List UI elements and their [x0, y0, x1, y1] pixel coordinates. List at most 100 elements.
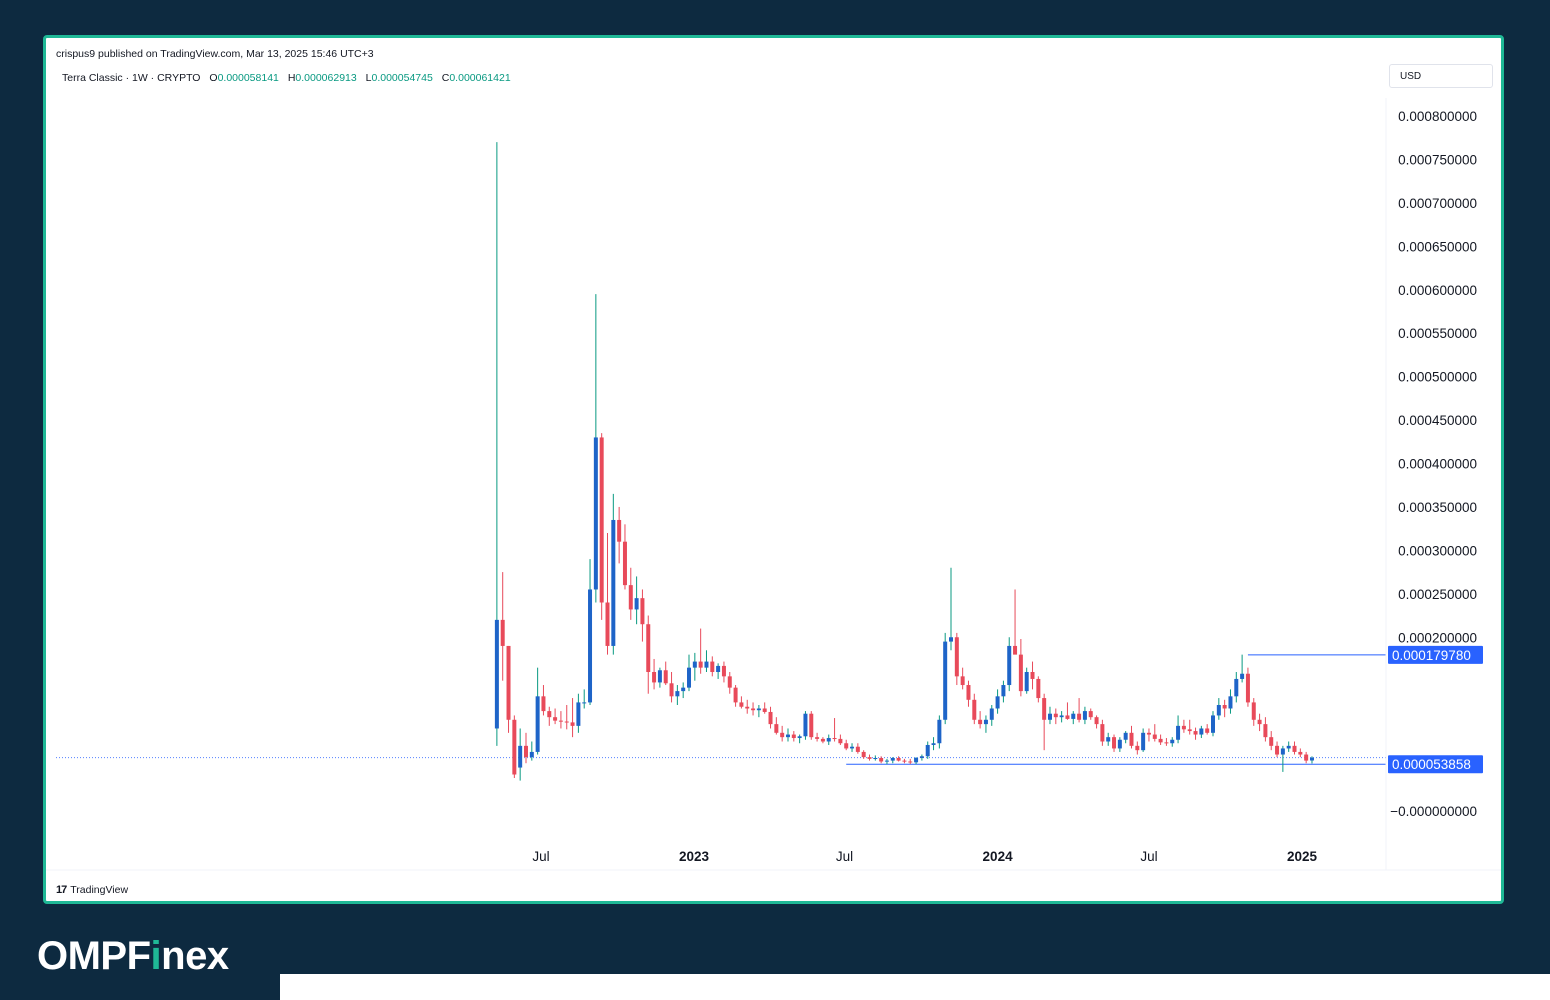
- candle-body: [1077, 713, 1082, 720]
- candle: [1251, 698, 1256, 726]
- candle: [704, 650, 709, 672]
- candle: [1187, 719, 1192, 735]
- candle: [634, 576, 639, 625]
- candle: [1292, 741, 1297, 755]
- candle-body: [1269, 737, 1274, 746]
- candle-body: [780, 732, 785, 738]
- candle-body: [983, 719, 988, 725]
- candle: [1170, 737, 1175, 747]
- candle: [919, 754, 924, 761]
- candle-body: [1193, 731, 1198, 735]
- candle: [1298, 748, 1303, 758]
- candle-body: [1047, 713, 1052, 720]
- candlestick-chart[interactable]: 0.000800000 0.000750000 0.000700000 0.00065…: [46, 38, 1501, 901]
- candle-body: [943, 641, 948, 720]
- candle: [774, 717, 779, 735]
- x-tick-label: Jul: [532, 849, 549, 864]
- candle: [698, 628, 703, 674]
- candle: [867, 754, 872, 761]
- candle-body: [582, 702, 587, 704]
- candle-body: [634, 598, 639, 610]
- candle-body: [512, 719, 517, 775]
- candle: [576, 693, 581, 733]
- candle-body: [1129, 732, 1134, 746]
- y-tick-label: 0.000200000: [1398, 630, 1477, 645]
- candle-body: [826, 738, 831, 742]
- low-value: 0.000054745: [371, 72, 433, 84]
- candle: [675, 685, 680, 706]
- low-label: L: [365, 72, 372, 84]
- candle-body: [1088, 711, 1093, 718]
- candle-body: [960, 676, 965, 686]
- candle: [570, 698, 575, 738]
- candle-body: [675, 691, 680, 697]
- candle-body: [785, 734, 790, 738]
- brand-logo: OMPFinex: [37, 934, 229, 979]
- candle: [500, 572, 505, 681]
- candle-body: [681, 687, 686, 692]
- candle: [564, 705, 569, 730]
- candle: [1216, 698, 1221, 720]
- candle: [809, 711, 814, 740]
- candle: [692, 652, 697, 681]
- candle: [593, 294, 598, 603]
- tradingview-attribution[interactable]: 17 TradingView: [56, 884, 128, 896]
- candle-body: [949, 637, 954, 642]
- candle: [716, 663, 721, 679]
- candle: [1077, 698, 1082, 723]
- candle-body: [547, 711, 552, 718]
- candle-body: [564, 721, 569, 723]
- candle-body: [663, 670, 668, 684]
- candle: [815, 732, 820, 742]
- candle: [832, 718, 837, 742]
- candle-body: [751, 708, 756, 711]
- open-label: O: [209, 72, 218, 84]
- candle: [884, 758, 889, 765]
- candle: [1176, 715, 1181, 744]
- candle: [820, 737, 825, 744]
- candle-body: [523, 745, 528, 758]
- candle: [1030, 661, 1035, 690]
- candle: [622, 524, 627, 590]
- candle: [512, 715, 517, 778]
- price-badge-label: 0.000053858: [1392, 757, 1471, 772]
- brand-part-2: i: [150, 934, 162, 978]
- y-tick-label: 0.000400000: [1398, 457, 1477, 472]
- symbol-legend: Terra Classic · 1W · CRYPTO O0.000058141…: [62, 72, 511, 84]
- candle: [1158, 734, 1163, 745]
- candle: [1245, 667, 1250, 707]
- candle: [1059, 711, 1064, 723]
- candle: [890, 757, 895, 764]
- candle: [494, 142, 499, 746]
- candle-body: [1199, 728, 1204, 735]
- candle: [1036, 676, 1041, 703]
- candle-body: [710, 661, 715, 672]
- candle: [506, 645, 511, 733]
- symbol-title[interactable]: Terra Classic · 1W · CRYPTO: [62, 72, 201, 84]
- y-tick-label: 0.000550000: [1398, 326, 1477, 341]
- currency-selector[interactable]: USD: [1389, 64, 1493, 88]
- candle-body: [1304, 754, 1309, 761]
- candle: [523, 732, 528, 764]
- candle: [803, 711, 808, 740]
- candle-body: [1181, 725, 1186, 730]
- candle-body: [832, 738, 837, 740]
- brand-part-3: nex: [161, 934, 229, 978]
- candle-body: [1106, 737, 1111, 742]
- candle: [914, 757, 919, 765]
- candle-body: [1234, 678, 1239, 697]
- candle: [605, 533, 610, 655]
- candle-body: [622, 541, 627, 586]
- candles-layer: [494, 142, 1314, 781]
- candle-body: [500, 619, 505, 646]
- candle: [710, 656, 715, 677]
- candle: [1240, 654, 1245, 683]
- candle: [1199, 725, 1204, 739]
- candle-body: [873, 758, 878, 760]
- candle-body: [698, 661, 703, 668]
- candle-body: [1082, 711, 1087, 720]
- candle-body: [570, 722, 575, 726]
- candle-body: [756, 708, 761, 711]
- candle: [1071, 711, 1076, 725]
- high-label: H: [287, 72, 296, 84]
